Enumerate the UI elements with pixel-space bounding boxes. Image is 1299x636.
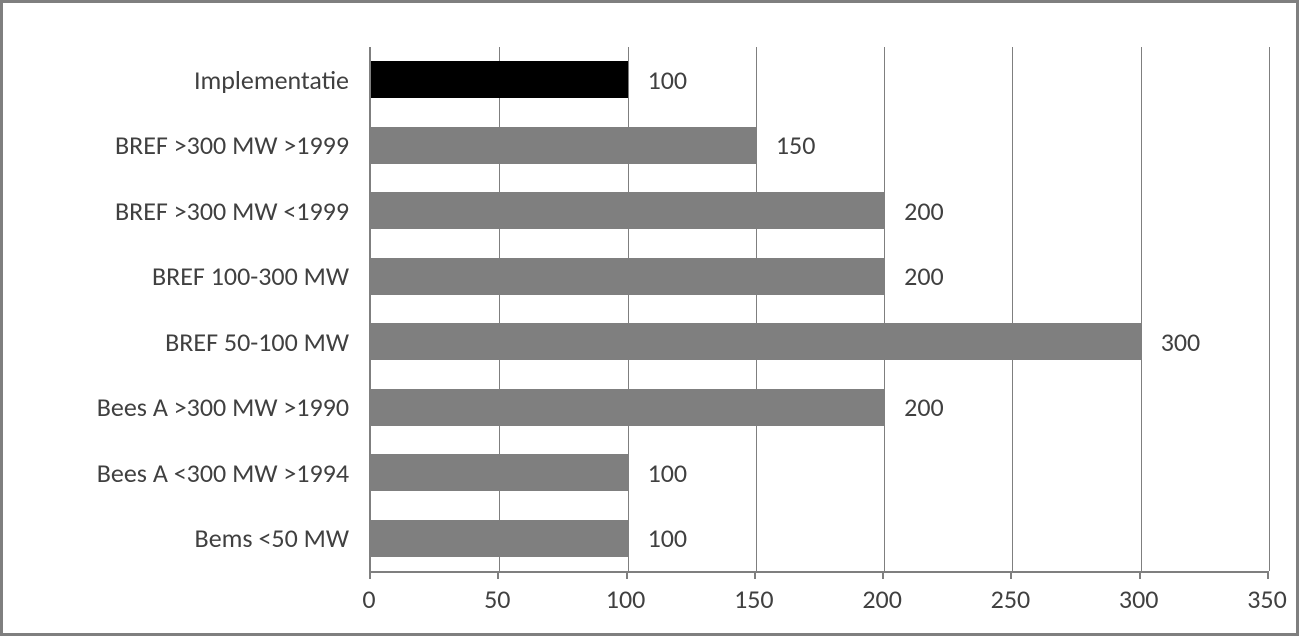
x-tick-label: 350	[1247, 583, 1287, 615]
x-tick-mark	[497, 571, 499, 579]
bar-value-label: 200	[904, 260, 944, 292]
bar	[371, 61, 628, 98]
gridline	[1269, 47, 1270, 571]
bar-value-label: 150	[776, 129, 816, 161]
x-tick-mark	[626, 571, 628, 579]
x-tick-mark	[369, 571, 371, 579]
bar-value-label: 200	[904, 391, 944, 423]
bar	[371, 192, 884, 229]
y-category-label: BREF >300 MW >1999	[115, 129, 349, 161]
x-tick-mark	[882, 571, 884, 579]
bar	[371, 258, 884, 295]
x-tick-label: 200	[862, 583, 902, 615]
x-tick-mark	[1139, 571, 1141, 579]
bar-row: 200	[371, 244, 1269, 310]
bar-row: 150	[371, 113, 1269, 179]
bar-row: 100	[371, 440, 1269, 506]
bar-value-label: 200	[904, 195, 944, 227]
chart-frame: 1001502002003002001001000501001502002503…	[0, 0, 1299, 636]
bar	[371, 323, 1141, 360]
bar-row: 300	[371, 309, 1269, 375]
bar-row: 200	[371, 375, 1269, 441]
x-tick-label: 50	[484, 583, 510, 615]
y-category-label: Implementatie	[194, 64, 349, 96]
bar	[371, 389, 884, 426]
bar	[371, 520, 628, 557]
x-tick-mark	[754, 571, 756, 579]
plot-area: 100 150 200 200 300 200 100 100	[369, 47, 1269, 573]
bar	[371, 127, 756, 164]
y-category-label: BREF >300 MW <1999	[115, 195, 349, 227]
y-category-label: BREF 50-100 MW	[165, 326, 349, 358]
bar	[371, 454, 628, 491]
x-tick-mark	[1267, 571, 1269, 579]
bar-row: 200	[371, 178, 1269, 244]
bar-value-label: 100	[648, 457, 688, 489]
x-tick-label: 100	[606, 583, 646, 615]
bar-row: 100	[371, 47, 1269, 113]
bar-row: 100	[371, 506, 1269, 572]
y-category-label: Bems <50 MW	[195, 522, 349, 554]
bar-value-label: 100	[648, 64, 688, 96]
y-category-label: Bees A <300 MW >1994	[97, 457, 349, 489]
bar-value-label: 300	[1161, 326, 1201, 358]
x-tick-mark	[1010, 571, 1012, 579]
x-tick-label: 250	[991, 583, 1031, 615]
y-category-label: Bees A >300 MW >1990	[97, 391, 349, 423]
x-tick-label: 0	[362, 583, 375, 615]
y-category-label: BREF 100-300 MW	[152, 260, 349, 292]
x-tick-label: 150	[734, 583, 774, 615]
bar-value-label: 100	[648, 522, 688, 554]
x-tick-label: 300	[1119, 583, 1159, 615]
